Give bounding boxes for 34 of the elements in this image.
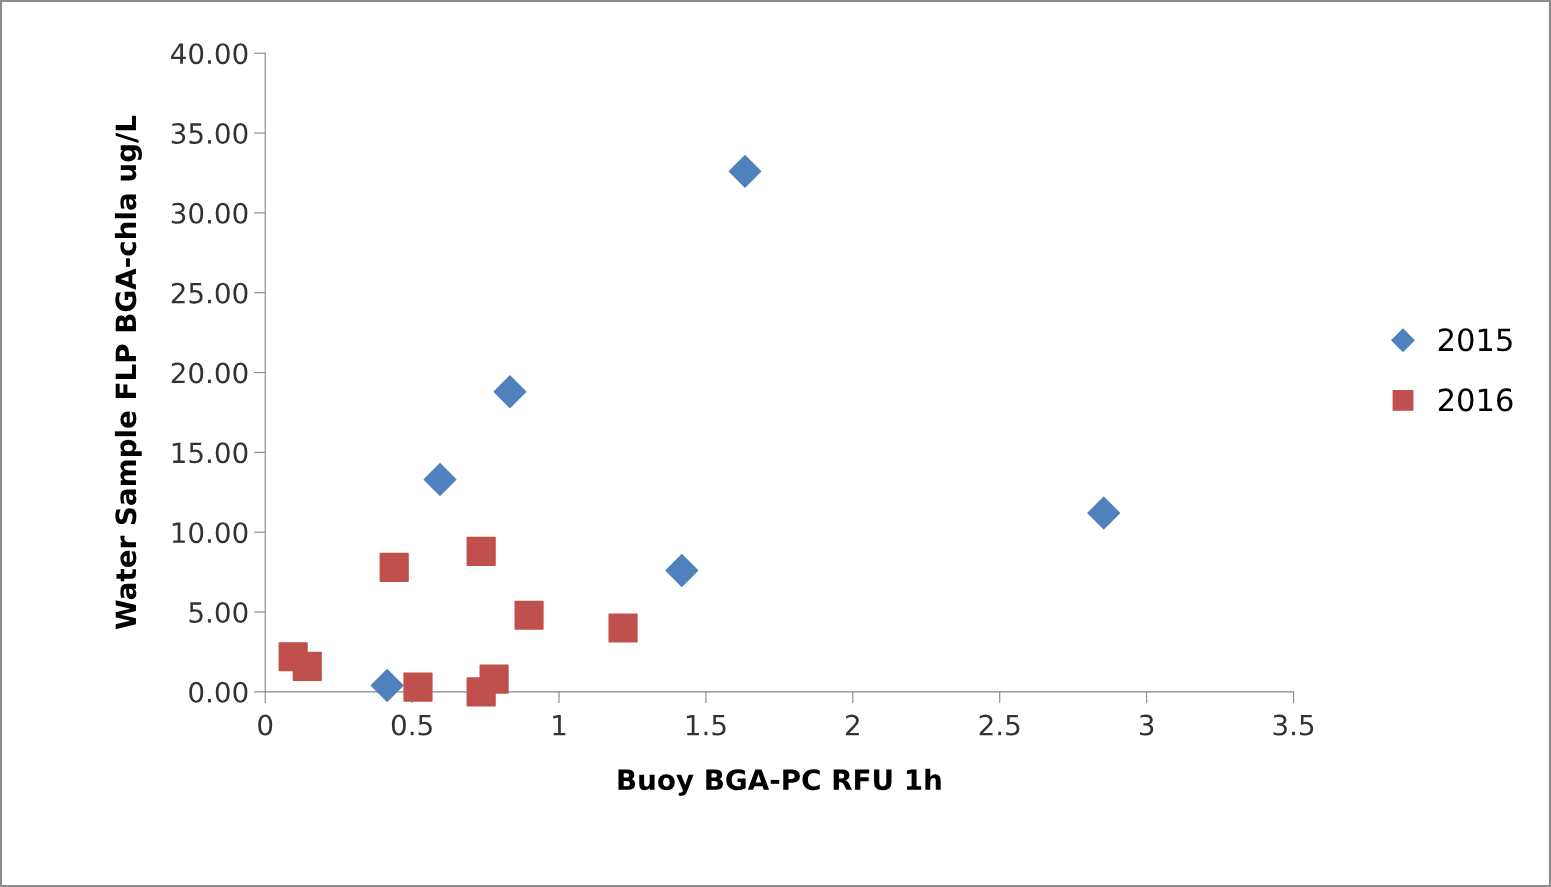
y-tick-label: 30.00 [171, 202, 248, 224]
point [466, 536, 496, 566]
y-tick-label: 0.00 [189, 681, 248, 703]
x-axis-title: Buoy BGA-PC RFU 1h [618, 768, 941, 796]
point [379, 552, 409, 582]
point [608, 613, 638, 643]
y-tick-label: 35.00 [171, 122, 248, 144]
point [1087, 496, 1121, 530]
x-tick-label: 2 [846, 714, 859, 736]
y-tick-label: 25.00 [171, 282, 248, 304]
y-tick-label: 5.00 [189, 601, 248, 623]
point [665, 554, 699, 587]
legend-label: 2015 [1438, 328, 1512, 352]
y-tick-label: 20.00 [171, 362, 248, 384]
x-tick-label: 0 [258, 714, 273, 736]
point [403, 672, 433, 702]
x-tick-label: 0.5 [391, 714, 432, 736]
x-tick-label: 3.5 [1273, 714, 1314, 736]
point [423, 463, 457, 496]
point [292, 651, 322, 681]
x-tick-label: 3 [1139, 714, 1154, 736]
y-tick-label: 15.00 [172, 442, 248, 464]
point [370, 669, 404, 702]
point [514, 600, 544, 630]
x-tick-label: 1.5 [686, 714, 726, 736]
point [728, 154, 762, 188]
x-tick-label: 2.5 [979, 714, 1020, 736]
y-axis-title: Water Sample FLP BGA-chla ug/L [114, 115, 142, 630]
y-tick-label: 40.00 [171, 43, 248, 65]
x-tick-label: 1 [553, 714, 566, 736]
point [479, 664, 509, 694]
point [493, 375, 527, 409]
legend-label: 2016 [1438, 388, 1513, 412]
y-tick-label: 10.00 [172, 522, 248, 544]
